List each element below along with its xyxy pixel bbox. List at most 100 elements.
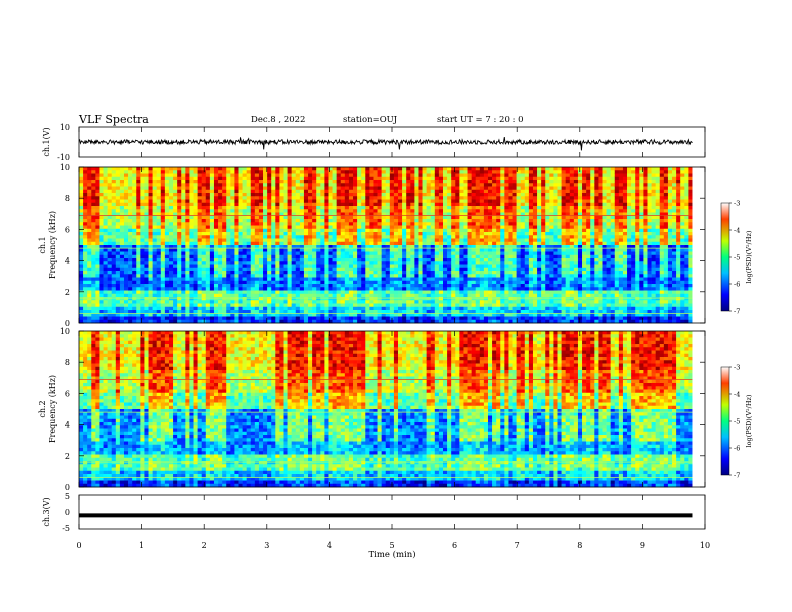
spectrogram-cell: [377, 290, 382, 295]
spectrogram-cell: [87, 202, 92, 207]
spectrogram-cell: [410, 284, 415, 288]
spectrogram-cell: [189, 196, 194, 200]
spectrogram-cell: [414, 264, 419, 269]
spectrogram-cell: [79, 245, 84, 249]
spectrogram-cell: [348, 316, 354, 321]
spectrogram-cell: [381, 180, 387, 184]
spectrogram-cell: [455, 303, 460, 308]
spectrogram-cell: [455, 277, 460, 282]
spectrogram-cell: [418, 274, 423, 278]
spectrogram-cell: [250, 186, 256, 191]
spectrogram-cell: [418, 297, 423, 301]
spectrogram-cell: [353, 303, 358, 308]
spectrogram-cell: [201, 219, 207, 223]
spectrogram-cell: [83, 319, 88, 324]
spectrogram-cell: [463, 215, 468, 220]
spectrogram-cell: [83, 222, 88, 226]
spectrogram-cell: [308, 199, 313, 204]
spectrogram-cell: [500, 167, 505, 171]
spectrogram-cell: [279, 245, 284, 249]
spectrogram-cell: [148, 183, 153, 187]
spectrogram-cell: [402, 196, 407, 200]
spectrogram-cell: [393, 228, 399, 233]
spectrogram-cell: [303, 248, 309, 252]
spectrogram-cell: [496, 173, 501, 178]
spectrogram-cell: [95, 238, 100, 243]
spectrogram-cell: [128, 290, 133, 295]
spectrogram-cell: [373, 215, 378, 220]
spectrogram-cell: [160, 290, 166, 295]
spectrogram-cell: [496, 212, 501, 217]
spectrogram-cell: [402, 180, 407, 184]
spectrogram-cell: [136, 248, 141, 252]
spectrogram-cell: [136, 225, 141, 230]
spectrogram-cell: [173, 297, 178, 301]
spectrogram-cell: [156, 316, 162, 321]
spectrogram-cell: [332, 238, 337, 243]
spectrogram-cell: [303, 238, 309, 243]
spectrogram-cell: [422, 245, 427, 249]
spectrogram-cell: [340, 235, 346, 239]
spectrogram-cell: [140, 167, 145, 171]
spectrogram-cell: [377, 280, 382, 285]
spectrogram-cell: [173, 319, 178, 324]
spectrogram-cell: [218, 251, 223, 256]
spectrogram-cell: [471, 248, 477, 252]
spectrogram-cell: [128, 300, 133, 304]
spectrogram-cell: [267, 202, 272, 207]
spectrogram-cell: [107, 293, 113, 298]
spectrogram-cell: [365, 209, 370, 213]
spectrogram-cell: [492, 228, 497, 233]
spectrogram-cell: [385, 245, 391, 249]
spectrogram-cell: [381, 293, 387, 298]
spectrogram-cell: [369, 215, 374, 220]
spectrogram-cell: [369, 202, 374, 207]
spectrogram-cell: [111, 306, 117, 311]
spectrogram-cell: [291, 241, 297, 246]
spectrogram-cell: [275, 186, 280, 191]
spectrogram-cell: [496, 238, 501, 243]
spectrogram-cell: [455, 212, 460, 217]
spectrogram-cell: [438, 258, 444, 262]
spectrogram-cell: [254, 189, 260, 194]
spectrogram-cell: [218, 277, 223, 282]
spectrogram-cell: [459, 277, 464, 282]
spectrogram-cell: [340, 264, 346, 269]
spectrogram-cell: [140, 206, 145, 210]
spectrogram-cell: [418, 319, 423, 324]
spectrogram-cell: [463, 228, 468, 233]
spectrogram-cell: [430, 183, 436, 187]
spectrogram-cell: [369, 287, 374, 291]
spectrogram-cell: [91, 209, 96, 213]
spectrogram-cell: [447, 180, 452, 184]
spectrogram-cell: [205, 225, 211, 230]
spectrogram-cell: [201, 280, 207, 285]
spectrogram-cell: [353, 186, 358, 191]
spectrogram-cell: [320, 193, 325, 197]
spectrogram-cell: [393, 225, 399, 230]
spectrogram-cell: [181, 274, 186, 278]
spectrogram-cell: [328, 238, 333, 243]
spectrogram-cell: [279, 193, 284, 197]
spectrogram-cell: [144, 225, 149, 230]
spectrogram-cell: [463, 196, 468, 200]
spectrogram-cell: [410, 290, 415, 295]
spectrogram-cell: [238, 238, 243, 243]
spectrogram-cell: [422, 209, 427, 213]
spectrogram-cell: [111, 215, 117, 220]
spectrogram-cell: [115, 193, 121, 197]
spectrogram-cell: [287, 261, 292, 265]
spectrogram-cell: [471, 297, 477, 301]
spectrogram-cell: [340, 241, 346, 246]
spectrogram-cell: [111, 209, 117, 213]
spectrogram-cell: [99, 176, 104, 181]
spectrogram-cell: [377, 235, 382, 239]
spectrogram-cell: [275, 274, 280, 278]
spectrogram-cell: [213, 212, 219, 217]
spectrogram-cell: [168, 176, 174, 181]
spectrogram-cell: [213, 297, 219, 301]
spectrogram-cell: [287, 241, 292, 246]
spectrogram-cell: [226, 267, 231, 272]
spectrogram-cell: [393, 176, 399, 181]
spectrogram-cell: [316, 254, 321, 259]
